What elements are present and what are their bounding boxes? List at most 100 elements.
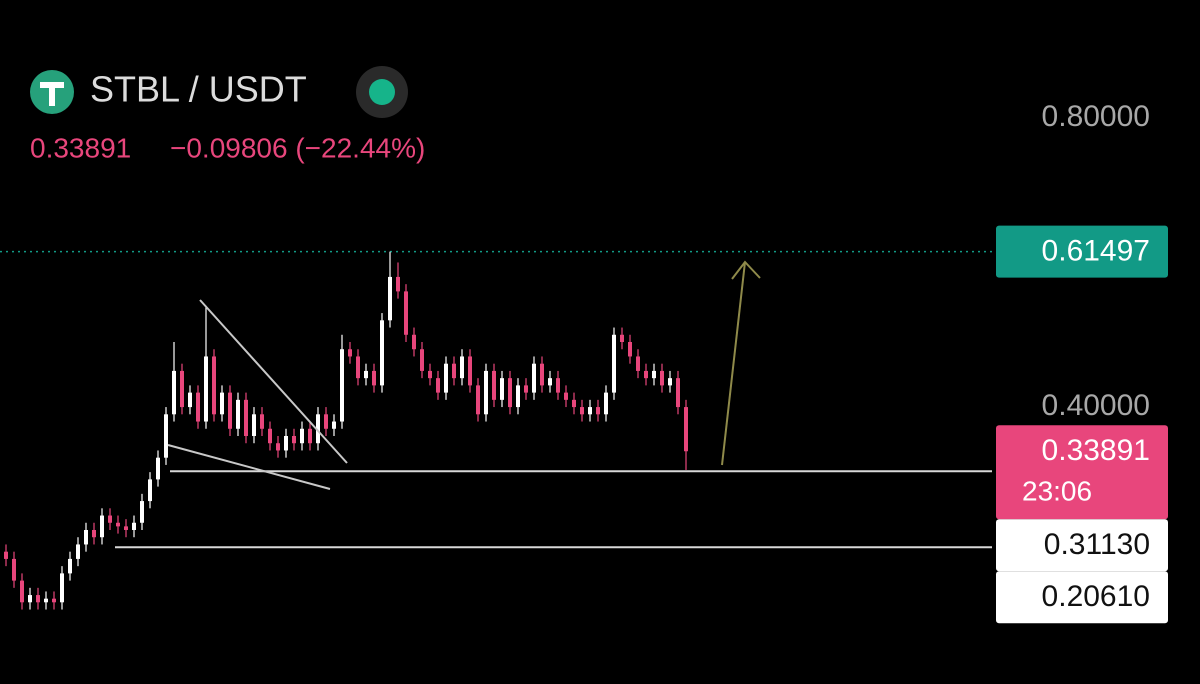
candle-body xyxy=(572,399,576,408)
price-label: 0.20610 xyxy=(1042,580,1150,613)
candle-body xyxy=(116,522,120,527)
candle-body xyxy=(564,392,568,400)
candle-body xyxy=(468,356,472,386)
price-label: 0.31130 xyxy=(1044,528,1150,561)
candle-body xyxy=(308,428,312,444)
arrow xyxy=(721,261,746,466)
candle-body xyxy=(444,363,448,393)
candle-body xyxy=(252,414,256,436)
price-label-box xyxy=(996,519,1168,572)
candle-body xyxy=(340,349,344,422)
candle-body xyxy=(124,526,128,530)
candle-body xyxy=(452,363,456,379)
plot xyxy=(0,250,992,610)
price-label-box xyxy=(996,225,1168,278)
candle-body xyxy=(540,363,544,386)
candle-body xyxy=(332,421,336,429)
candle-body xyxy=(284,435,288,451)
trend-line xyxy=(199,299,348,464)
candle-body xyxy=(20,580,24,603)
candle-body xyxy=(372,370,376,386)
candle-body xyxy=(180,370,184,408)
candle-body xyxy=(516,385,520,408)
candle-body xyxy=(628,342,632,357)
candle-body xyxy=(436,378,440,393)
candle-body xyxy=(4,551,8,559)
candle-body xyxy=(612,334,616,393)
candle-body xyxy=(140,501,144,523)
candle-body xyxy=(156,457,160,480)
candle-body xyxy=(684,407,688,452)
candle-body xyxy=(420,349,424,371)
candle-body xyxy=(660,370,664,386)
candle-body xyxy=(148,479,152,502)
candle-body xyxy=(356,356,360,379)
candle-body xyxy=(276,443,280,451)
price-change: −0.09806 (−22.44%) xyxy=(170,132,425,163)
symbol: STBL / USDT xyxy=(90,69,307,110)
candle-body xyxy=(460,356,464,379)
y-tick-label: 0.40000 xyxy=(1042,389,1150,422)
candle-body xyxy=(532,363,536,393)
candle-body xyxy=(92,529,96,538)
candle-body xyxy=(164,414,168,458)
candle-body xyxy=(12,558,16,581)
candle-body xyxy=(212,356,216,415)
candle-body xyxy=(508,378,512,408)
candle-body xyxy=(652,370,656,379)
candle-body xyxy=(324,414,328,429)
candle-body xyxy=(492,370,496,400)
candle-body xyxy=(76,544,80,559)
status-dot xyxy=(369,79,395,105)
candle-body xyxy=(236,399,240,429)
candle-body xyxy=(396,276,400,292)
coin-logo-glyph xyxy=(40,82,64,106)
candle-body xyxy=(300,428,304,444)
candle-body xyxy=(108,515,112,523)
candle-body xyxy=(604,392,608,415)
candle-body xyxy=(620,334,624,342)
last-price: 0.33891 xyxy=(30,132,131,163)
price-label: 0.33891 xyxy=(1042,434,1150,467)
y-tick-label: 0.80000 xyxy=(1042,100,1150,133)
candle-body xyxy=(484,370,488,415)
candle-body xyxy=(380,320,384,386)
candle-body xyxy=(412,334,416,350)
price-label-box xyxy=(996,571,1168,624)
candle-body xyxy=(196,392,200,422)
candle-body xyxy=(172,370,176,415)
candle-body xyxy=(220,392,224,415)
candle-body xyxy=(228,392,232,429)
candle-body xyxy=(316,414,320,444)
price-label: 0.61497 xyxy=(1042,235,1150,268)
candle-body xyxy=(556,378,560,393)
candle-body xyxy=(428,370,432,379)
candle-body xyxy=(132,522,136,530)
candle-body xyxy=(580,407,584,415)
candle-body xyxy=(44,598,48,603)
candle-body xyxy=(668,378,672,386)
candle-body xyxy=(84,529,88,545)
candle-body xyxy=(644,370,648,379)
candle-body xyxy=(188,392,192,408)
candle-body xyxy=(588,407,592,415)
candle-body xyxy=(500,378,504,400)
candle-body xyxy=(244,399,248,436)
candle-body xyxy=(268,428,272,444)
candle-body xyxy=(348,349,352,357)
candle-body xyxy=(36,595,40,603)
candle-body xyxy=(596,407,600,415)
candle-body xyxy=(364,370,368,379)
candle-body xyxy=(260,414,264,429)
candle-body xyxy=(524,385,528,393)
candle-body xyxy=(100,515,104,538)
candle-body xyxy=(676,378,680,408)
candle-body xyxy=(476,385,480,415)
candle-body xyxy=(28,595,32,603)
candle-body xyxy=(68,558,72,574)
price-label-box xyxy=(996,425,1168,520)
candle-body xyxy=(204,356,208,422)
price-axis: 0.80000 0.40000 0.61497 0.33891 23:06 0.31130… xyxy=(996,100,1168,624)
